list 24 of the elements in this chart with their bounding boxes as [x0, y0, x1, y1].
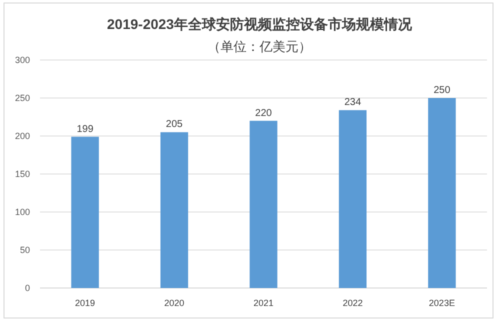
- bar: [338, 110, 367, 288]
- x-tick-label: 2020: [164, 298, 184, 308]
- y-tick-label: 200: [14, 131, 30, 142]
- bar: [71, 136, 99, 288]
- x-tick-label: 2023E: [428, 298, 455, 308]
- data-label: 234: [344, 97, 362, 108]
- bar: [428, 98, 456, 288]
- y-tick-label: 250: [14, 93, 30, 104]
- x-tick-label: 2019: [75, 298, 96, 308]
- data-label: 199: [76, 124, 94, 135]
- y-tick-label: 300: [14, 55, 30, 66]
- chart-title: 2019-2023年全球安防视频监控设备市场规模情况: [107, 16, 413, 32]
- x-tick-label: 2022: [342, 298, 363, 308]
- y-tick-label: 0: [24, 283, 30, 294]
- chart-subtitle: （单位：亿美元）: [208, 39, 312, 54]
- data-label: 250: [434, 85, 451, 96]
- bar: [160, 132, 188, 288]
- bar: [250, 120, 278, 288]
- data-label: 220: [255, 108, 272, 119]
- data-label: 205: [166, 119, 184, 130]
- y-tick-label: 150: [14, 169, 30, 180]
- y-tick-label: 100: [14, 207, 30, 218]
- y-tick-label: 50: [20, 245, 30, 256]
- x-tick-label: 2021: [253, 298, 274, 308]
